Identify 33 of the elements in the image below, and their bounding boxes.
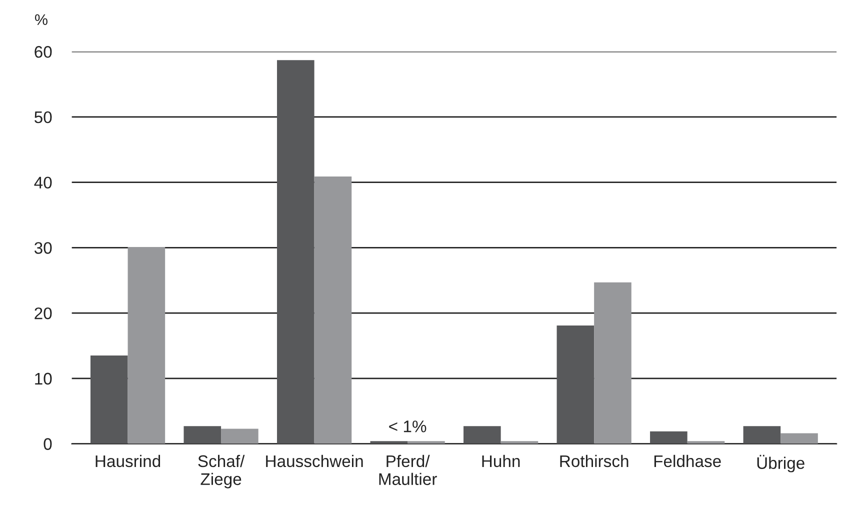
bar xyxy=(408,441,445,444)
y-axis-title: % xyxy=(34,14,48,25)
bar xyxy=(500,441,538,444)
annotation: < 1% xyxy=(389,420,426,432)
y-tick-label: 40 xyxy=(34,176,52,189)
bar xyxy=(314,176,352,444)
bar xyxy=(556,325,594,444)
bar xyxy=(780,433,818,444)
bar xyxy=(128,247,166,444)
y-tick-label: 10 xyxy=(35,372,52,385)
bar xyxy=(184,426,222,444)
bar xyxy=(221,428,258,444)
bar xyxy=(687,441,725,444)
bar xyxy=(370,441,408,444)
x-tick-label: Huhn xyxy=(482,454,520,468)
x-tick-label: Übrige xyxy=(757,454,804,472)
bar xyxy=(276,60,314,444)
y-tick-label: 20 xyxy=(34,307,52,320)
bar xyxy=(650,431,688,444)
x-tick-label: Hausschwein xyxy=(266,454,363,468)
x-tick-label: Rothirsch xyxy=(560,454,628,468)
bar xyxy=(594,282,632,444)
bar xyxy=(743,426,781,444)
bar xyxy=(464,426,501,444)
bar xyxy=(90,356,128,444)
y-tick-label: 60 xyxy=(34,46,52,58)
y-tick-label: 50 xyxy=(34,111,52,124)
y-tick-label: 30 xyxy=(34,242,52,254)
x-tick-label: Pferd/ Maultier xyxy=(379,454,437,486)
x-tick-label: Schaf/ Ziege xyxy=(198,454,245,488)
x-tick-label: Hausrind xyxy=(96,454,160,468)
x-tick-label: Feldhase xyxy=(654,454,721,468)
y-tick-label: 0 xyxy=(44,438,52,450)
